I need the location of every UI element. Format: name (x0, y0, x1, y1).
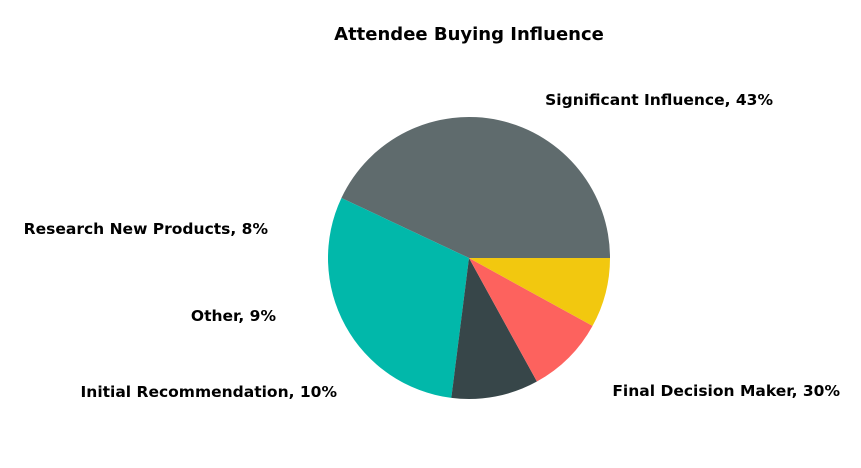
slice-label-4: Research New Products, 8% (24, 220, 269, 238)
pie-slices (327, 117, 610, 400)
pie-slice-0 (341, 117, 610, 259)
pie-slice-3 (469, 258, 593, 382)
pie-slice-2 (451, 258, 537, 400)
pie-slice-4 (469, 258, 610, 326)
chart-title: Attendee Buying Influence (334, 24, 604, 45)
pie-slice-1 (327, 197, 469, 398)
slice-label-1: Final Decision Maker, 30% (612, 382, 840, 400)
slice-labels: Significant Influence, 43% Final Decision… (24, 91, 841, 401)
slice-label-3: Other, 9% (191, 307, 277, 325)
slice-label-0: Significant Influence, 43% (545, 91, 773, 109)
slice-label-2: Initial Recommendation, 10% (81, 383, 338, 401)
